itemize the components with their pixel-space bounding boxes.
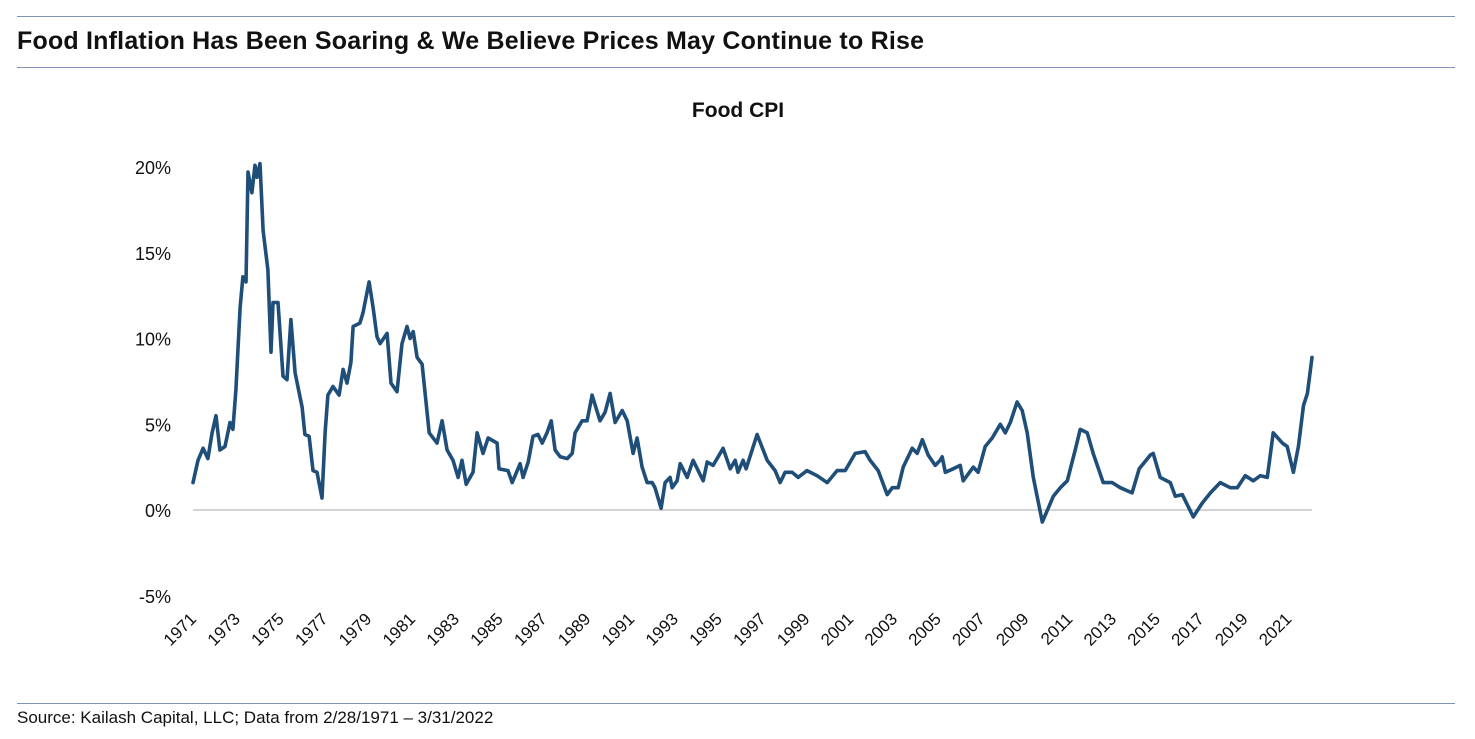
x-tick-label: 2017 bbox=[1168, 609, 1208, 649]
title-rule bbox=[17, 67, 1455, 68]
x-tick-label: 2021 bbox=[1255, 609, 1295, 649]
food-cpi-line bbox=[191, 161, 1314, 524]
x-tick-label: 1999 bbox=[773, 609, 813, 649]
x-tick-label: 2009 bbox=[992, 609, 1032, 649]
x-tick-label: 1975 bbox=[248, 609, 288, 649]
top-rule bbox=[17, 16, 1455, 17]
y-tick-label: 15% bbox=[135, 244, 171, 264]
x-tick-label: 2015 bbox=[1124, 609, 1164, 649]
x-tick-label: 1997 bbox=[729, 609, 769, 649]
x-tick-label: 2001 bbox=[817, 609, 857, 649]
x-tick-label: 2007 bbox=[949, 609, 989, 649]
x-tick-label: 2013 bbox=[1080, 609, 1120, 649]
x-tick-label: 1981 bbox=[379, 609, 419, 649]
x-tick-label: 2005 bbox=[905, 609, 945, 649]
y-tick-label: -5% bbox=[139, 587, 171, 607]
source-note: Source: Kailash Capital, LLC; Data from … bbox=[17, 708, 494, 727]
y-tick-label: 10% bbox=[135, 330, 171, 350]
x-tick-label: 1995 bbox=[686, 609, 726, 649]
x-tick-label: 1993 bbox=[642, 609, 682, 649]
x-tick-label: 1973 bbox=[204, 609, 244, 649]
footer-rule bbox=[17, 703, 1455, 704]
y-tick-label: 5% bbox=[145, 415, 171, 435]
x-tick-label: 2003 bbox=[861, 609, 901, 649]
x-tick-label: 2011 bbox=[1037, 609, 1076, 648]
x-tick-label: 1977 bbox=[291, 609, 331, 649]
page-title: Food Inflation Has Been Soaring & We Bel… bbox=[17, 27, 925, 55]
y-tick-label: 20% bbox=[135, 158, 171, 178]
x-tick-label: 1985 bbox=[467, 609, 507, 649]
x-tick-label: 1971 bbox=[160, 609, 200, 649]
x-axis: 1971 1973 1975 1977 1979 1981 1983 1985 1987 1989… bbox=[160, 609, 1296, 649]
chart-title: Food CPI bbox=[692, 99, 784, 122]
y-axis: 20% 15% 10% 5% 0% -5% bbox=[135, 158, 171, 607]
x-tick-label: 1989 bbox=[554, 609, 594, 649]
x-tick-label: 1979 bbox=[335, 609, 375, 649]
x-tick-label: 1983 bbox=[423, 609, 463, 649]
x-tick-label: 1991 bbox=[598, 609, 638, 649]
x-tick-label: 1987 bbox=[510, 609, 550, 649]
x-tick-label: 2019 bbox=[1211, 609, 1251, 649]
y-tick-label: 0% bbox=[145, 501, 171, 521]
